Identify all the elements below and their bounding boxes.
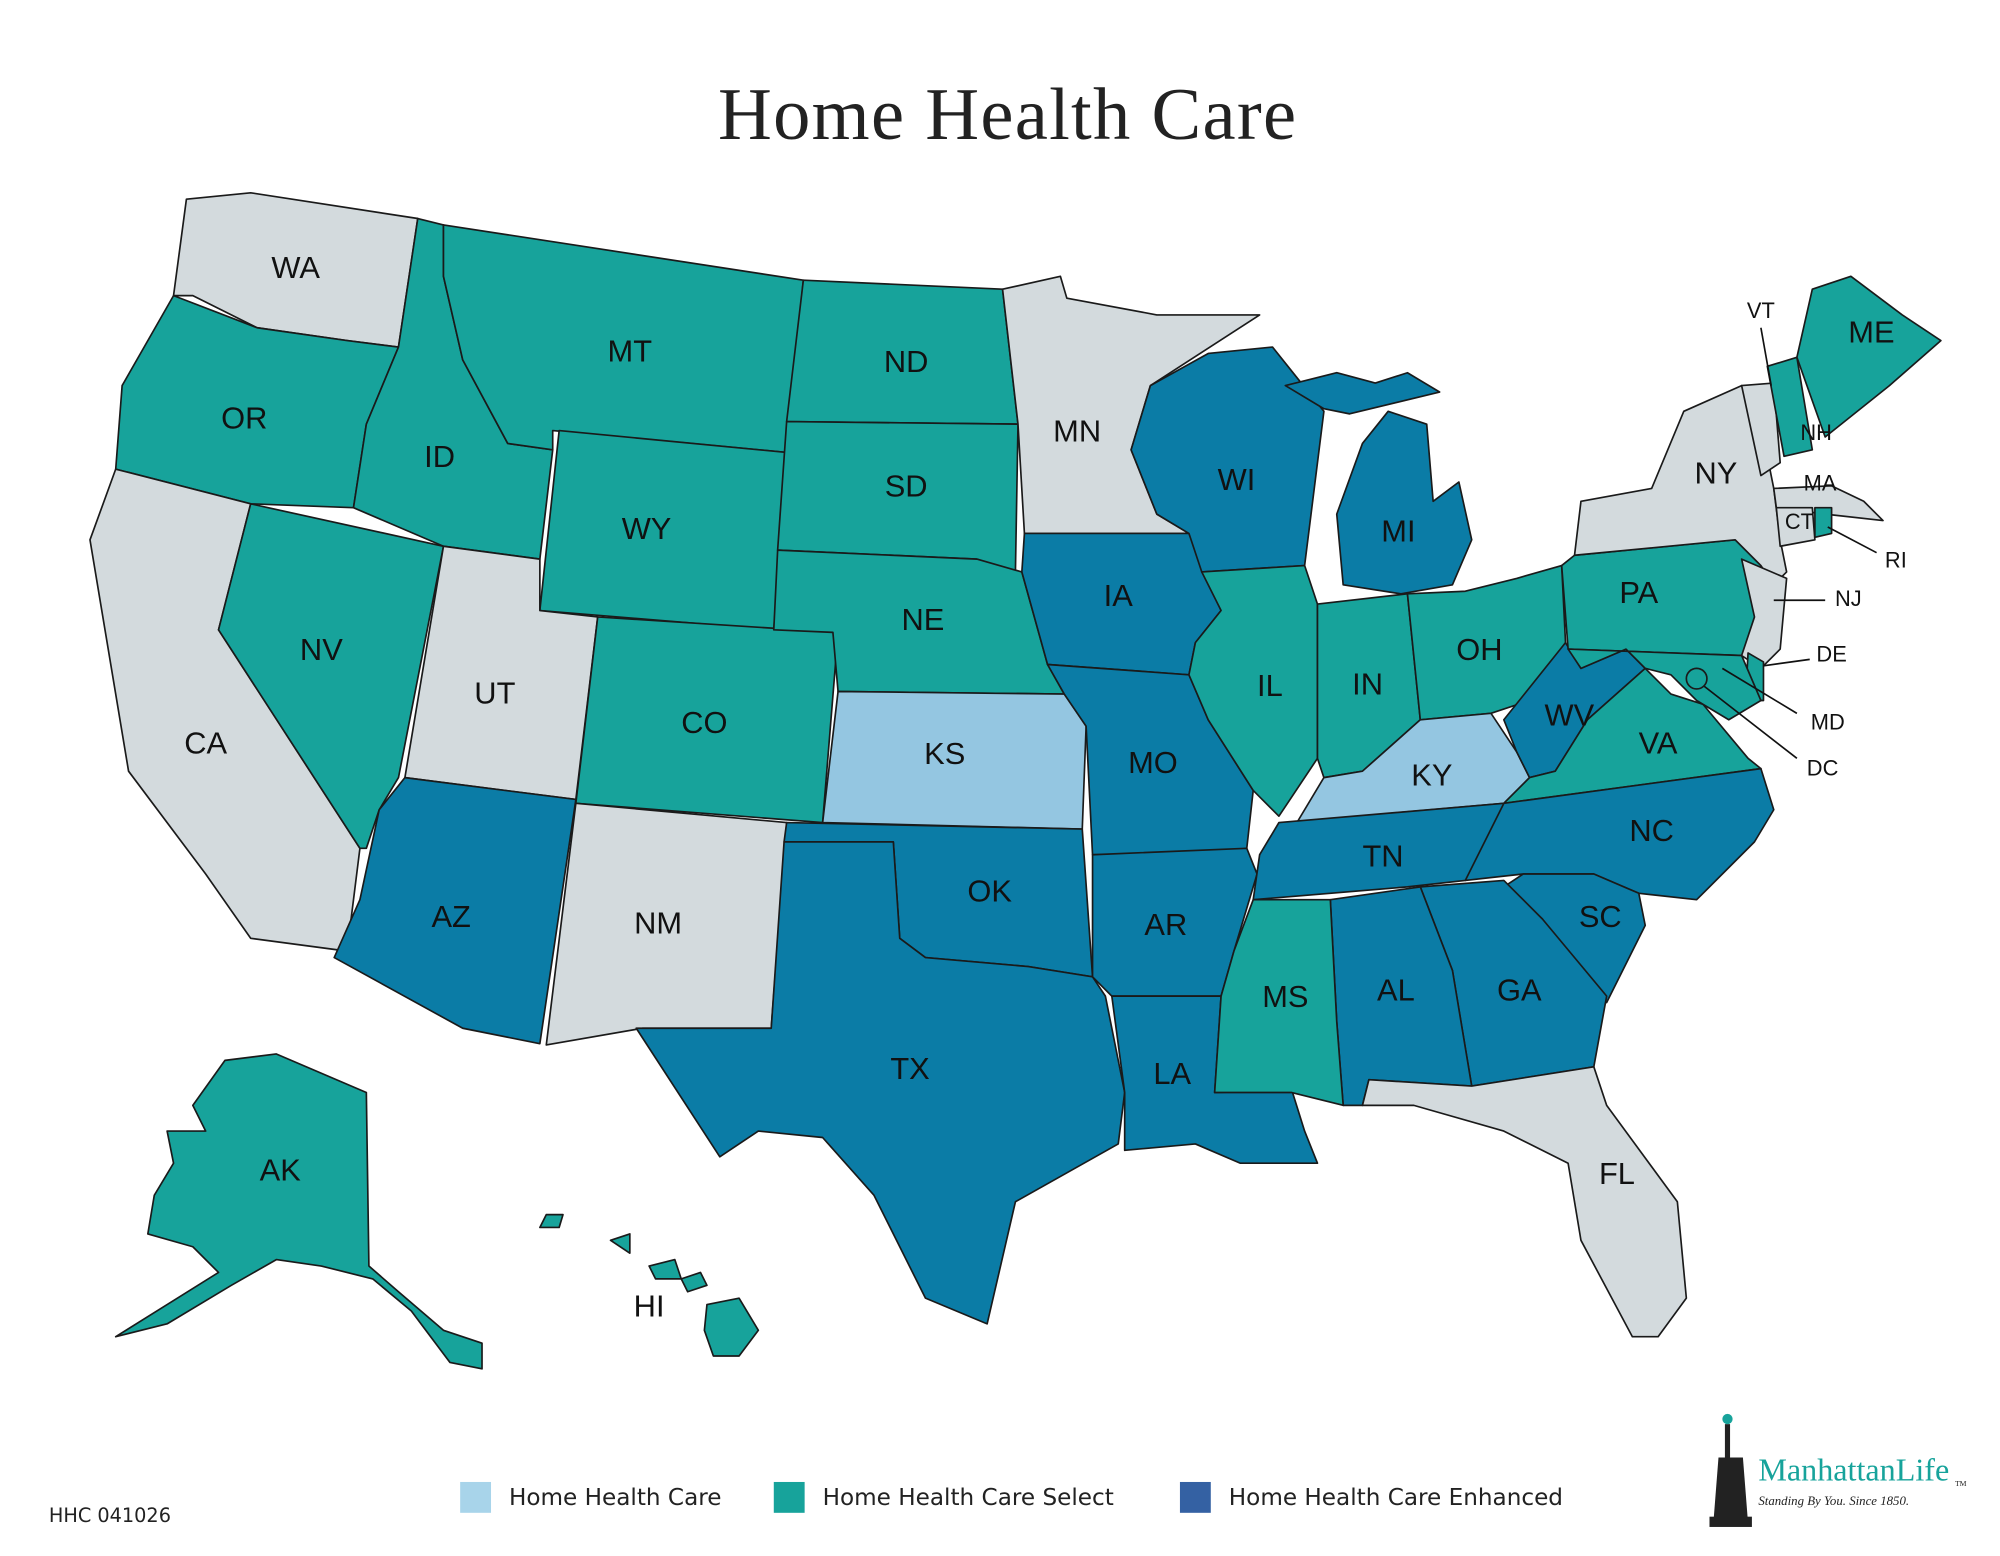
state-shape [1567,648,1762,721]
state-shape [1464,767,1775,901]
leader-line [1827,526,1877,554]
state-shape [1284,371,1473,595]
state-label: ND [884,344,929,379]
state-label: DE [1816,641,1846,666]
state-label: ID [424,439,455,474]
state-shape [1213,898,1345,1107]
state-label: OR [221,400,267,435]
state-label: CT [1785,509,1814,534]
state-shape [1560,538,1762,657]
state-shape [333,776,577,1045]
legend-label: Home Health Care Select [823,1485,1114,1511]
state-label: WY [622,511,672,546]
state-label: AL [1377,972,1415,1007]
state-shape [1188,564,1319,818]
legend-label: Home Health Care Enhanced [1229,1485,1563,1511]
state-label: WV [1545,697,1595,732]
logo: ManhattanLife TM Standing By You. Since … [1709,1413,1967,1527]
state-label: VA [1639,726,1678,761]
state-label: NE [901,602,944,637]
state-shape [1361,1065,1688,1338]
state-label: KS [924,736,965,771]
legend-swatch [773,1481,805,1513]
state-label: WI [1218,462,1256,497]
state-shape [539,1213,760,1357]
state-label: OK [967,873,1012,908]
logo-mark: TM [1955,1479,1967,1488]
state-shape [217,503,445,850]
title: Home Health Care [718,74,1297,156]
state-labels: WA OR CA NV ID MT WY UT AZ CO NM ND SD NE KS OK TX MN IA MO… [184,250,1907,1324]
state-label: DC [1807,756,1839,781]
state-label: IA [1104,578,1134,613]
state-shape [1775,506,1816,548]
state-label: IN [1352,666,1383,701]
state-label: LA [1153,1056,1191,1091]
state-label: UT [474,675,515,710]
state-label: RI [1885,547,1907,572]
leader-line [1760,327,1773,386]
state-label: NV [300,632,343,667]
state-shape [821,690,1087,830]
state-shape [1740,382,1782,477]
leader-line [1763,658,1810,667]
state-label: NM [634,906,682,941]
state-label: IL [1257,668,1283,703]
state-label: ME [1848,314,1894,349]
state-label: HI [634,1289,665,1324]
state-shape [1814,506,1833,539]
legend-swatch [460,1481,492,1513]
logo-statue [1709,1413,1752,1527]
state-label: GA [1497,972,1542,1007]
states [89,191,1942,1370]
state-label: AZ [431,899,470,934]
state-label: WA [271,250,320,285]
state-shape [1766,356,1814,458]
state-label: TN [1362,839,1403,874]
state-label: MA [1804,470,1837,495]
leader-line [1703,685,1798,759]
state-label: MI [1381,514,1415,549]
state-label: MS [1262,979,1308,1014]
state-label: MT [608,334,653,369]
state-label: NJ [1835,586,1862,611]
legend-label: Home Health Care [509,1485,721,1511]
state-shape [1796,275,1942,438]
state-label: NY [1695,456,1738,491]
state-label: MD [1811,709,1845,734]
legend-swatch [1179,1481,1211,1513]
state-label: PA [1619,575,1658,610]
leader-line [1721,667,1798,715]
state-label: NC [1629,813,1674,848]
state-label: CO [681,705,727,740]
logo-name: ManhattanLife [1758,1452,1949,1488]
state-label: KY [1411,758,1452,793]
state-label: MN [1053,413,1101,448]
state-label: SC [1579,899,1622,934]
state-shape [114,1053,483,1370]
document-code: HHC 041026 [49,1504,171,1527]
state-shape [1130,346,1325,573]
state-label: VT [1747,298,1775,323]
state-label: NH [1800,420,1832,445]
state-label: AK [260,1152,302,1187]
state-label: FL [1599,1156,1635,1191]
state-label: AR [1144,907,1187,942]
state-label: MO [1128,745,1178,780]
state-shape [635,841,1126,1325]
state-label: TX [890,1051,929,1086]
legend: Home Health Care Home Health Care Select H… [460,1481,1563,1513]
logo-tagline: Standing By You. Since 1850. [1758,1494,1909,1508]
state-label: SD [885,469,928,504]
state-label: CA [184,726,227,761]
state-label: OH [1456,632,1502,667]
state-shape [1685,667,1708,690]
